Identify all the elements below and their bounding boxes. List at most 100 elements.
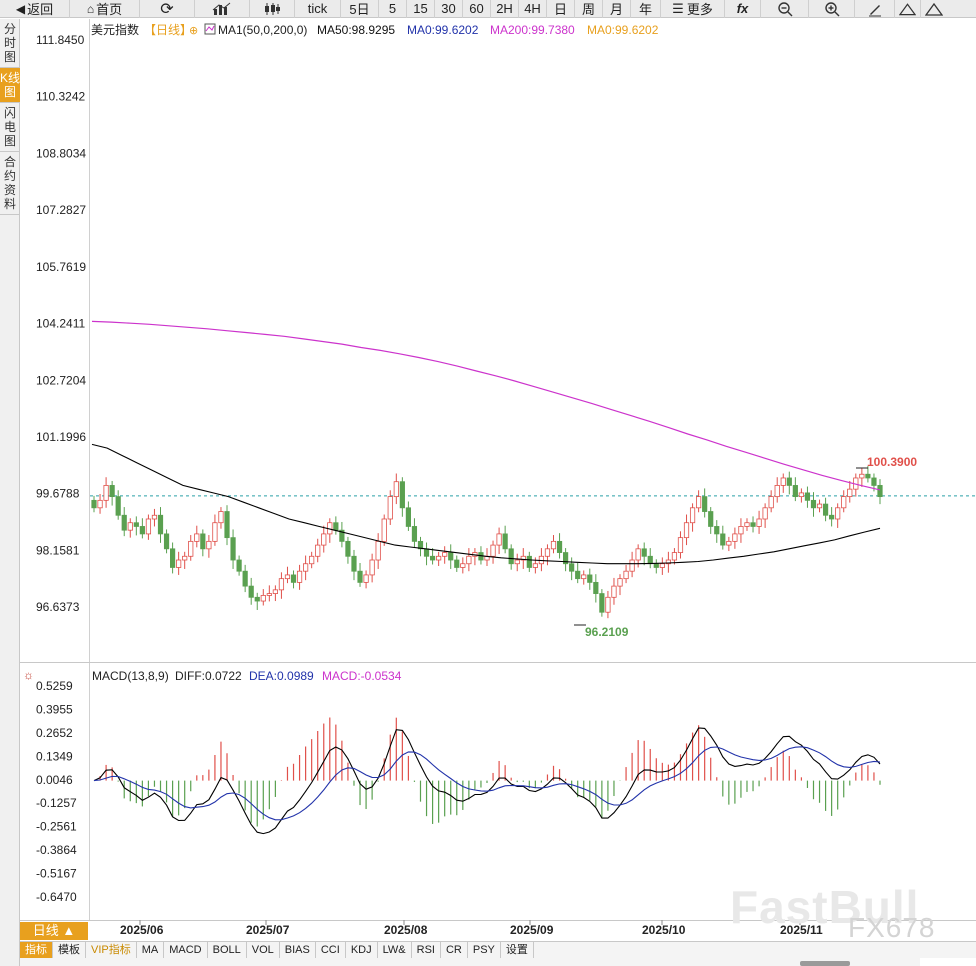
back-button[interactable]: ◀ 返回 bbox=[0, 0, 70, 18]
candle-body bbox=[417, 540, 424, 550]
more-button[interactable]: ☰ 更多 bbox=[661, 0, 725, 18]
chart-type-button[interactable] bbox=[195, 0, 250, 18]
candle-body bbox=[490, 544, 496, 557]
candle-body bbox=[115, 496, 121, 516]
candle-body bbox=[357, 570, 363, 583]
period-5[interactable]: 5 bbox=[379, 0, 407, 18]
legend-ma200: MA200:99.7380 bbox=[490, 23, 575, 37]
candle-body bbox=[321, 533, 327, 546]
price-y-tick-label: 99.6788 bbox=[36, 487, 80, 501]
refresh-button[interactable]: ⟳ bbox=[140, 0, 195, 18]
candle-body bbox=[218, 511, 224, 524]
x-ticks: 2025/06 2025/07 2025/08 2025/09 2025/10 2025/… bbox=[120, 920, 823, 937]
tab-kdj[interactable]: KDJ bbox=[346, 941, 378, 959]
candle-body bbox=[194, 533, 200, 542]
tab-kline[interactable]: K线图 bbox=[0, 68, 20, 103]
tab-ma[interactable]: MA bbox=[137, 941, 165, 959]
candle-body bbox=[750, 522, 756, 527]
zoom-in-button[interactable] bbox=[809, 0, 855, 18]
candle-body bbox=[810, 499, 817, 509]
candle-body bbox=[756, 518, 762, 527]
candle-body bbox=[581, 574, 587, 580]
x-tick-label: 2025/08 bbox=[384, 923, 428, 937]
tab-cr[interactable]: CR bbox=[441, 941, 468, 959]
tab-indicator[interactable]: 指标 bbox=[20, 941, 53, 959]
candle-body bbox=[859, 473, 865, 479]
tab-boll[interactable]: BOLL bbox=[208, 941, 247, 959]
candle-body bbox=[841, 496, 847, 509]
draw-button[interactable] bbox=[855, 0, 895, 18]
tab-flash[interactable]: 闪电图 bbox=[0, 103, 20, 152]
kline-chart[interactable]: 111.8450 110.3242 108.8034 107.2827 105.7619… bbox=[20, 19, 976, 939]
period-day[interactable]: 日 bbox=[547, 0, 575, 18]
period-15[interactable]: 15 bbox=[407, 0, 435, 18]
candle-body bbox=[629, 559, 635, 572]
candle-body bbox=[617, 578, 623, 587]
candlestick-icon bbox=[265, 2, 280, 15]
period-5day[interactable]: 5日 bbox=[341, 0, 379, 18]
candle-body bbox=[466, 555, 472, 565]
scrollbar-thumb[interactable] bbox=[800, 961, 850, 966]
tab-contract-info[interactable]: 合约资料 bbox=[0, 152, 20, 215]
home-button[interactable]: ⌂ 首页 bbox=[70, 0, 140, 18]
chart-background bbox=[20, 19, 976, 939]
formula-button[interactable]: fx bbox=[725, 0, 761, 18]
tab-cci[interactable]: CCI bbox=[316, 941, 346, 959]
tab-lw[interactable]: LW& bbox=[378, 941, 412, 959]
candle-body bbox=[653, 563, 659, 568]
tab-bias[interactable]: BIAS bbox=[280, 941, 316, 959]
period-tick[interactable]: tick bbox=[295, 0, 341, 18]
tab-settings[interactable]: 设置 bbox=[501, 941, 534, 959]
triangle-tool-button[interactable] bbox=[895, 0, 921, 18]
legend-toggle-icon[interactable] bbox=[204, 23, 216, 35]
macd-settings-icon[interactable]: ☼ bbox=[23, 668, 34, 682]
candle-body bbox=[829, 514, 835, 520]
macd-legend-dea: DEA:0.0989 bbox=[249, 669, 314, 683]
period-2h[interactable]: 2H bbox=[491, 0, 519, 18]
candle-body bbox=[127, 522, 133, 531]
price-y-tick-label: 104.2411 bbox=[36, 317, 85, 331]
tab-macd[interactable]: MACD bbox=[164, 941, 208, 959]
high-label: 100.3900 bbox=[867, 455, 917, 469]
watermark-code: FX678 bbox=[848, 912, 936, 943]
candle-body bbox=[520, 555, 526, 561]
tab-rsi[interactable]: RSI bbox=[412, 941, 441, 959]
tab-template[interactable]: 模板 bbox=[53, 941, 86, 959]
tab-psy[interactable]: PSY bbox=[468, 941, 501, 959]
zoom-in-icon bbox=[824, 1, 839, 16]
period-60[interactable]: 60 bbox=[463, 0, 491, 18]
period-year[interactable]: 年 bbox=[631, 0, 661, 18]
macd-y-tick-label: -0.6470 bbox=[36, 890, 77, 904]
tab-vol[interactable]: VOL bbox=[247, 941, 280, 959]
candle-body bbox=[429, 555, 436, 561]
candle-body bbox=[375, 540, 381, 561]
candle-body bbox=[448, 552, 454, 561]
candle-body bbox=[871, 477, 877, 486]
legend-settings-icon[interactable]: ⊕ bbox=[189, 25, 198, 37]
refresh-icon: ⟳ bbox=[160, 0, 174, 18]
candle-body bbox=[296, 570, 303, 583]
candle-body bbox=[599, 593, 605, 613]
period-month[interactable]: 月 bbox=[603, 0, 631, 18]
period-4h[interactable]: 4H bbox=[519, 0, 547, 18]
candle-body bbox=[792, 485, 798, 498]
legend-ma50: MA50:98.9295 bbox=[317, 23, 395, 37]
price-y-tick-label: 111.8450 bbox=[36, 33, 85, 47]
zoom-out-button[interactable] bbox=[761, 0, 809, 18]
tab-intraday[interactable]: 分时图 bbox=[0, 19, 20, 68]
candle-type-button[interactable] bbox=[250, 0, 295, 18]
candle-body bbox=[272, 589, 278, 594]
period-30[interactable]: 30 bbox=[435, 0, 463, 18]
period-week[interactable]: 周 bbox=[575, 0, 603, 18]
horizontal-scrollbar[interactable] bbox=[20, 958, 920, 966]
period-selector[interactable]: 日线 ▲ bbox=[20, 922, 88, 940]
candle-body bbox=[393, 481, 399, 498]
candle-body bbox=[569, 563, 575, 572]
arrow-left-icon: ◀ bbox=[15, 1, 26, 16]
toolbar: ◀ 返回 ⌂ 首页 ⟳ tick 5日 5 15 30 60 2H 4H 日 周… bbox=[0, 0, 976, 18]
candle-body bbox=[544, 548, 551, 557]
candle-body bbox=[212, 522, 218, 542]
triangle-tool-2-button[interactable] bbox=[921, 0, 947, 18]
tab-vip-indicator[interactable]: VIP指标 bbox=[86, 941, 137, 959]
candle-body bbox=[798, 492, 805, 498]
